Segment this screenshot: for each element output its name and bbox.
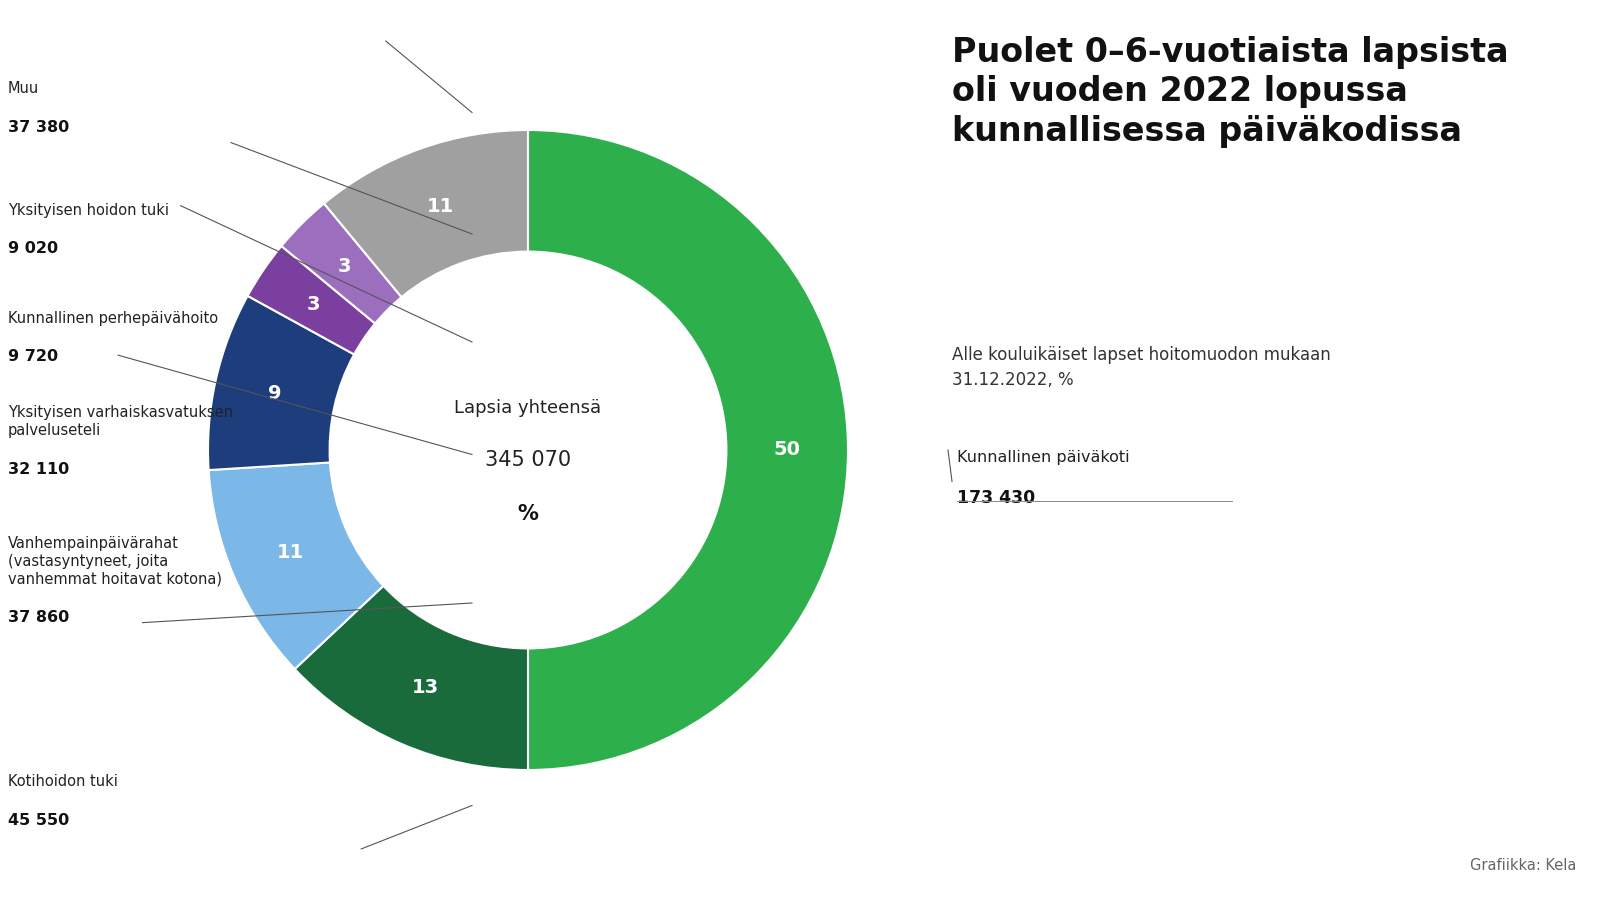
Wedge shape (248, 246, 374, 355)
Wedge shape (208, 296, 354, 470)
Text: 37 380: 37 380 (8, 120, 69, 135)
Text: 3: 3 (307, 295, 320, 314)
Text: 3: 3 (338, 257, 352, 276)
Wedge shape (294, 586, 528, 770)
Text: Vanhempainpäivärahat
(vastasyntyneet, joita
vanhemmat hoitavat kotona): Vanhempainpäivärahat (vastasyntyneet, jo… (8, 536, 222, 587)
Text: 13: 13 (411, 679, 438, 698)
Text: 37 860: 37 860 (8, 610, 69, 626)
Text: Muu: Muu (8, 81, 40, 96)
Text: 50: 50 (774, 440, 800, 460)
Text: 11: 11 (427, 196, 454, 216)
Text: 173 430: 173 430 (957, 489, 1035, 507)
Text: Kunnallinen päiväkoti: Kunnallinen päiväkoti (957, 450, 1130, 465)
Text: Grafiikka: Kela: Grafiikka: Kela (1470, 858, 1576, 873)
Text: 9 020: 9 020 (8, 241, 58, 256)
Text: 9: 9 (269, 384, 282, 403)
Text: 345 070: 345 070 (485, 450, 571, 470)
Text: 9 720: 9 720 (8, 349, 58, 364)
Text: Yksityisen varhaiskasvatuksen
palveluseteli: Yksityisen varhaiskasvatuksen palveluset… (8, 405, 234, 438)
Text: Yksityisen hoidon tuki: Yksityisen hoidon tuki (8, 202, 170, 218)
Text: %: % (517, 504, 539, 524)
Text: Kotihoidon tuki: Kotihoidon tuki (8, 774, 118, 789)
Text: Kunnallinen perhepäivähoito: Kunnallinen perhepäivähoito (8, 310, 218, 326)
Text: 45 550: 45 550 (8, 813, 69, 828)
Wedge shape (325, 130, 528, 297)
Text: Puolet 0–6-vuotiaista lapsista
oli vuoden 2022 lopussa
kunnallisessa päiväkodiss: Puolet 0–6-vuotiaista lapsista oli vuode… (952, 36, 1509, 148)
Text: Lapsia yhteensä: Lapsia yhteensä (454, 400, 602, 418)
Text: 32 110: 32 110 (8, 462, 69, 477)
Wedge shape (208, 463, 384, 669)
Wedge shape (282, 203, 402, 323)
Text: Alle kouluikäiset lapset hoitomuodon mukaan
31.12.2022, %: Alle kouluikäiset lapset hoitomuodon muk… (952, 346, 1331, 389)
Text: 11: 11 (277, 544, 304, 562)
Wedge shape (528, 130, 848, 770)
